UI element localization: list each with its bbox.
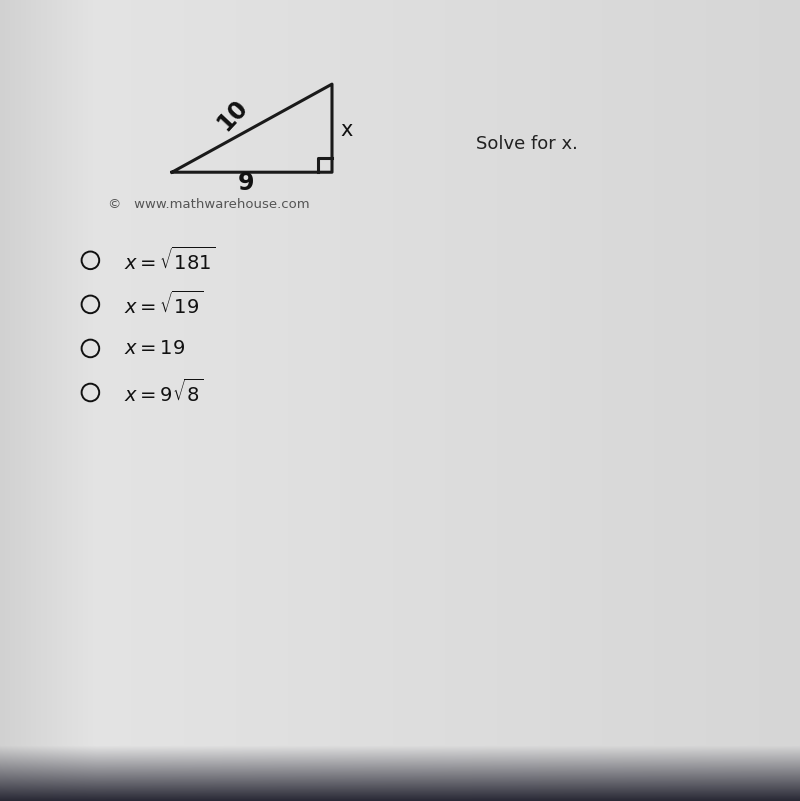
Text: Solve for x.: Solve for x. (476, 135, 578, 153)
Text: ©   www.mathwarehouse.com: © www.mathwarehouse.com (108, 198, 310, 211)
Text: 10: 10 (212, 95, 252, 135)
Text: x: x (340, 120, 353, 139)
Text: 9: 9 (238, 171, 254, 195)
Text: $x = 19$: $x = 19$ (124, 339, 186, 358)
Text: $x = \sqrt{19}$: $x = \sqrt{19}$ (124, 291, 203, 318)
Text: $x = 9\sqrt{8}$: $x = 9\sqrt{8}$ (124, 379, 203, 406)
Text: $x = \sqrt{181}$: $x = \sqrt{181}$ (124, 247, 215, 274)
